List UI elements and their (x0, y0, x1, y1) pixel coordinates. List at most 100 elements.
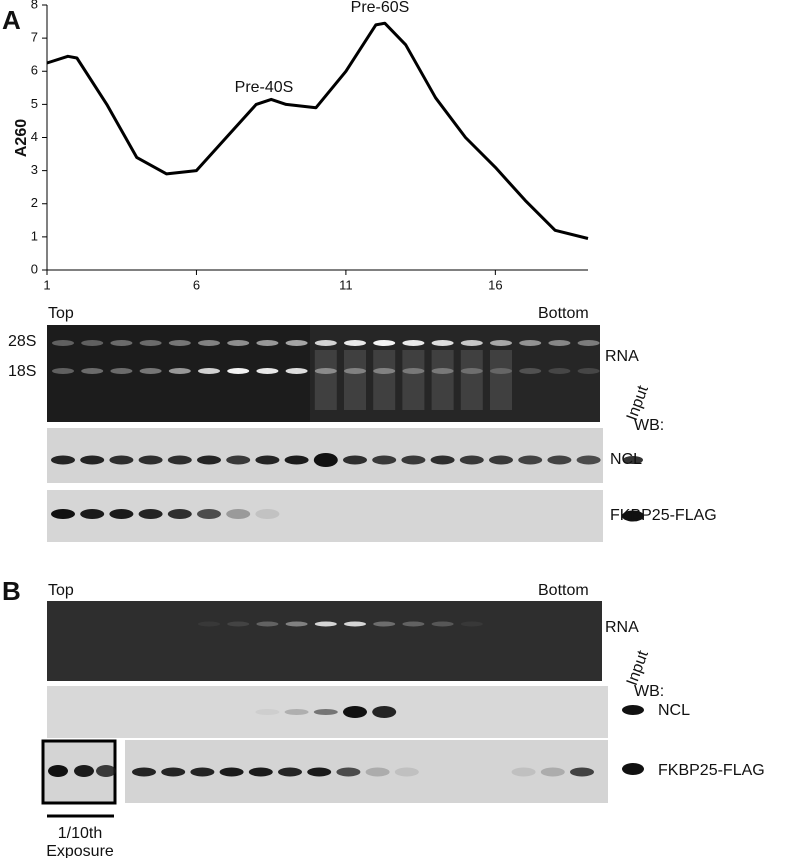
band (52, 368, 74, 374)
band (48, 765, 68, 777)
band (96, 765, 116, 777)
band (190, 767, 215, 777)
band (81, 368, 104, 374)
exposure-label: 1/10th (58, 825, 102, 842)
band (219, 767, 244, 777)
band (372, 455, 397, 465)
band (548, 368, 571, 374)
band (51, 509, 75, 519)
band (167, 509, 192, 519)
exposure-label: Exposure (46, 843, 114, 858)
band (139, 340, 162, 346)
band (248, 767, 273, 777)
band (489, 455, 513, 465)
band (109, 509, 134, 519)
band (394, 767, 419, 777)
bottom-label: Bottom (538, 305, 589, 322)
annotation: Pre-40S (235, 79, 294, 96)
band (168, 368, 191, 374)
band (373, 621, 396, 627)
band (622, 763, 644, 775)
band (255, 509, 280, 519)
band (430, 455, 455, 465)
band (138, 509, 163, 519)
y-tick-label: 7 (31, 30, 38, 45)
band (401, 455, 426, 465)
rna-label: RNA (605, 348, 639, 365)
smear (431, 350, 454, 410)
band (402, 621, 425, 627)
top-label: Top (48, 305, 74, 322)
wb-label: WB: (634, 683, 664, 700)
band (81, 340, 104, 346)
panel-label: A (2, 5, 21, 35)
band (490, 340, 512, 346)
band (80, 455, 105, 465)
band (278, 767, 302, 777)
band (460, 621, 483, 627)
y-tick-label: 8 (31, 0, 38, 11)
band (372, 706, 397, 718)
band (314, 340, 337, 346)
band (570, 767, 594, 777)
x-tick-label: 16 (488, 277, 502, 292)
blot (47, 601, 602, 681)
y-tick-label: 1 (31, 228, 38, 243)
band (519, 368, 542, 374)
band (336, 767, 361, 777)
band (227, 368, 250, 374)
band (80, 509, 105, 519)
band (460, 368, 483, 374)
flag-label: FKBP25-FLAG (658, 762, 765, 779)
band (459, 455, 484, 465)
smear (344, 350, 366, 410)
band (52, 340, 74, 346)
band (313, 709, 338, 715)
flag-label: FKBP25-FLAG (610, 507, 717, 524)
band (138, 455, 163, 465)
band (51, 455, 75, 465)
x-tick-label: 6 (193, 277, 200, 292)
smear (402, 350, 425, 410)
band (197, 455, 221, 465)
band (540, 767, 565, 777)
band (547, 455, 572, 465)
band (168, 340, 191, 346)
smear (490, 350, 512, 410)
band (373, 368, 396, 374)
band (109, 455, 134, 465)
band (285, 368, 308, 374)
band (623, 456, 643, 464)
band (226, 509, 251, 519)
band (431, 621, 454, 627)
y-tick-label: 0 (31, 261, 38, 276)
x-tick-label: 1 (43, 277, 50, 292)
smear (460, 350, 483, 410)
band (198, 621, 220, 627)
band (548, 340, 571, 346)
band (110, 368, 133, 374)
band (161, 767, 186, 777)
band (314, 368, 337, 374)
input-label: Input (624, 648, 652, 688)
band (518, 455, 543, 465)
band (198, 368, 220, 374)
band (314, 621, 337, 627)
annotation: Pre-60S (351, 0, 410, 16)
band (344, 621, 366, 627)
band (256, 340, 279, 346)
x-tick-label: 11 (339, 277, 353, 292)
y-tick-label: 6 (31, 63, 38, 78)
smear (314, 350, 337, 410)
band (402, 340, 425, 346)
top-label: Top (48, 582, 74, 599)
band (198, 340, 220, 346)
band (577, 340, 600, 346)
band (226, 455, 251, 465)
band (365, 767, 390, 777)
band (344, 368, 366, 374)
y-tick-label: 2 (31, 195, 38, 210)
band (307, 767, 332, 777)
rna-label: RNA (605, 619, 639, 636)
